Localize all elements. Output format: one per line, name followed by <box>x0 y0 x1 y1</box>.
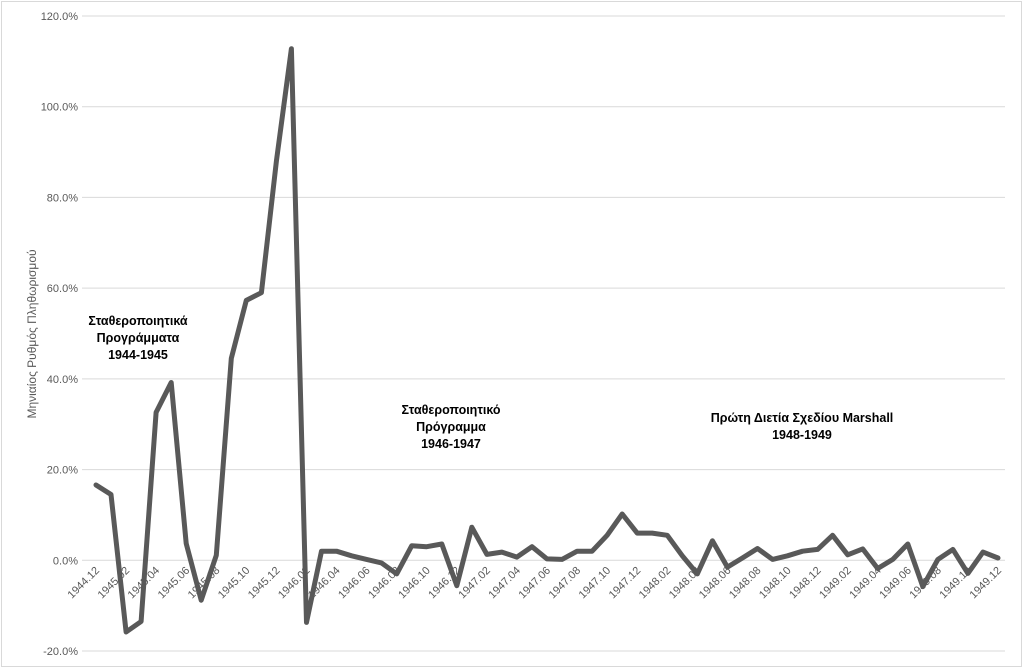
annotation-line: Προγράμματα <box>97 331 180 345</box>
x-tick-label: 1945.02 <box>96 565 133 602</box>
x-tick-label: 1947.04 <box>486 565 523 602</box>
x-tick-label: 1945.10 <box>216 565 253 602</box>
x-tick-label: 1947.10 <box>577 565 614 602</box>
x-tick-label: 1946.06 <box>336 565 373 602</box>
annotation-line: 1946-1947 <box>421 437 481 451</box>
x-tick-label: 1945.06 <box>156 565 193 602</box>
y-tick-label: 40.0% <box>47 374 78 386</box>
inflation-series-line <box>93 46 1001 635</box>
x-tick-label: 1949.06 <box>877 565 914 602</box>
y-tick-label: -20.0% <box>43 646 78 658</box>
y-tick-label: 80.0% <box>47 192 78 204</box>
y-axis-title: Μηνιαίος Ρυθμός Πληθωρισμού <box>25 249 39 418</box>
y-tick-label: 120.0% <box>41 11 79 23</box>
y-tick-label: 100.0% <box>41 102 79 114</box>
x-tick-label: 1946.10 <box>396 565 433 602</box>
y-tick-label: 0.0% <box>53 555 78 567</box>
x-tick-label: 1947.08 <box>547 565 584 602</box>
annotation-line: Σταθεροποιητικό <box>401 403 500 417</box>
x-tick-label: 1948.06 <box>697 565 734 602</box>
annotation-2: Σταθεροποιητικό Πρόγραμμα 1946-1947 <box>401 403 500 451</box>
x-tick-label: 1949.02 <box>817 565 854 602</box>
x-tick-label: 1948.12 <box>787 565 824 602</box>
annotation-line: Πρώτη Διετία Σχεδίου Marshall <box>711 411 894 425</box>
annotation-line: 1944-1945 <box>108 348 168 362</box>
annotation-3: Πρώτη Διετία Σχεδίου Marshall 1948-1949 <box>711 411 894 442</box>
annotation-line: Σταθεροποιητικά <box>88 314 187 328</box>
x-tick-label: 1947.12 <box>607 565 644 602</box>
y-tick-label: 60.0% <box>47 283 78 295</box>
x-tick-label: 1944.12 <box>66 565 103 602</box>
x-tick-label: 1948.08 <box>727 565 764 602</box>
x-tick-label: 1948.10 <box>757 565 794 602</box>
y-tick-label: 20.0% <box>47 465 78 477</box>
x-tick-label: 1947.06 <box>517 565 554 602</box>
annotation-1: Σταθεροποιητικά Προγράμματα 1944-1945 <box>88 314 187 362</box>
x-tick-label: 1948.02 <box>637 565 674 602</box>
annotation-line: Πρόγραμμα <box>416 420 486 434</box>
x-tick-label: 1945.12 <box>246 565 283 602</box>
annotation-line: 1948-1949 <box>772 428 832 442</box>
